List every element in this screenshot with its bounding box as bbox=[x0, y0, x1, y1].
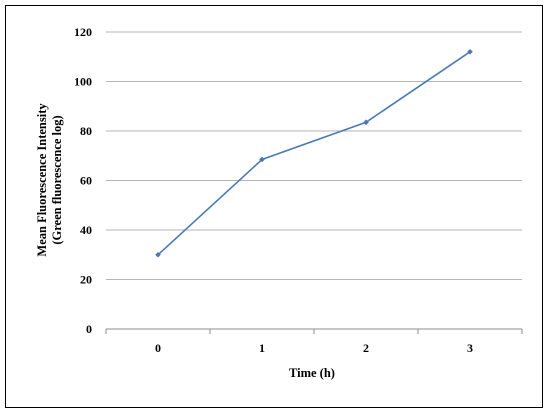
y-tick-label-80: 80 bbox=[80, 124, 92, 138]
x-tick-label-0: 0 bbox=[155, 341, 161, 355]
chart-frame bbox=[5, 5, 543, 408]
data-points bbox=[155, 49, 473, 258]
y-axis-title-line-2: (Green fluorescence log) bbox=[50, 115, 64, 244]
x-tick-labels: 0 1 2 3 bbox=[155, 341, 473, 355]
y-tick-label-40: 40 bbox=[80, 223, 92, 237]
data-point-0 bbox=[155, 251, 161, 258]
x-tick-label-2: 2 bbox=[363, 341, 369, 355]
y-tick-label-120: 120 bbox=[74, 25, 92, 39]
y-axis-title-line-1: Mean Fluorescence Intensity bbox=[35, 103, 49, 257]
gridlines bbox=[106, 31, 522, 280]
x-tick-marks bbox=[105, 329, 523, 334]
y-tick-label-20: 20 bbox=[80, 273, 92, 287]
data-point-3 bbox=[467, 49, 473, 55]
x-tick-label-3: 3 bbox=[467, 341, 473, 355]
y-tick-labels: 0 20 40 60 80 100 120 bbox=[74, 25, 92, 336]
y-tick-label-0: 0 bbox=[86, 322, 92, 336]
x-axis-title: Time (h) bbox=[289, 366, 335, 380]
y-tick-label-60: 60 bbox=[80, 174, 92, 188]
y-axis-title: Mean Fluorescence Intensity (Green fluor… bbox=[35, 103, 64, 257]
data-point-2 bbox=[363, 119, 369, 126]
series-line bbox=[157, 51, 471, 256]
y-tick-label-100: 100 bbox=[74, 75, 92, 89]
x-tick-label-1: 1 bbox=[259, 341, 265, 355]
data-point-1 bbox=[259, 156, 265, 163]
